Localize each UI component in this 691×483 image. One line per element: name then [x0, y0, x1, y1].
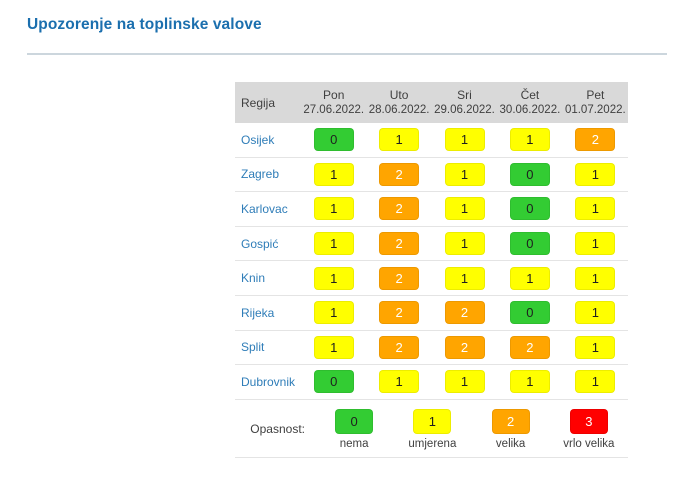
region-column-header: Regija [241, 95, 276, 110]
day-name: Pon [323, 87, 345, 102]
warning-badge: 1 [509, 128, 550, 152]
warning-badge: 1 [313, 232, 354, 256]
warning-badge: 0 [313, 128, 354, 152]
region-link-rijeka[interactable]: Rijeka [241, 305, 275, 320]
warning-badge: 2 [379, 162, 420, 186]
legend-caption: velika [495, 437, 526, 450]
warning-badge: 2 [575, 128, 616, 152]
warning-badge: 2 [379, 232, 420, 256]
warning-badge: 1 [313, 162, 354, 186]
region-link-osijek[interactable]: Osijek [241, 132, 275, 147]
legend-caption: nema [339, 437, 369, 450]
warning-badge: 1 [313, 197, 354, 221]
warning-badge: 1 [444, 162, 485, 186]
table-row-karlovac: Karlovac 1 2 1 0 1 [235, 192, 628, 227]
warning-badge: 2 [444, 335, 485, 359]
title-divider [27, 53, 667, 55]
warning-badge: 1 [575, 197, 616, 221]
legend-item-umjerena: 1 umjerena [393, 408, 471, 451]
warning-badge: 0 [509, 232, 550, 256]
heat-wave-warnings-table: Regija Pon 27.06.2022. Uto 28.06.2022. S… [235, 82, 628, 458]
region-link-karlovac[interactable]: Karlovac [241, 201, 288, 216]
region-link-knin[interactable]: Knin [241, 271, 266, 286]
warning-badge: 1 [444, 128, 485, 152]
day-column-header-thu: Čet 30.06.2022. [497, 82, 562, 123]
legend-item-velika: 2 velika [472, 408, 550, 451]
region-link-split[interactable]: Split [241, 340, 265, 355]
warning-badge: 1 [575, 162, 616, 186]
table-row-osijek: Osijek 0 1 1 1 2 [235, 123, 628, 158]
legend-label: Opasnost: [250, 421, 305, 436]
table-header-row: Regija Pon 27.06.2022. Uto 28.06.2022. S… [235, 82, 628, 123]
warning-badge: 0 [509, 301, 550, 325]
day-column-header-mon: Pon 27.06.2022. [301, 82, 366, 123]
warning-badge: 1 [575, 232, 616, 256]
warning-badge: 1 [575, 370, 616, 394]
warning-badge: 1 [509, 370, 550, 394]
day-name: Pet [586, 87, 605, 102]
warning-badge: 1 [444, 197, 485, 221]
day-date: 30.06.2022. [499, 103, 561, 116]
day-name: Uto [389, 87, 409, 102]
table-row-split: Split 1 2 2 2 1 [235, 331, 628, 366]
table-row-gospic: Gospić 1 2 1 0 1 [235, 227, 628, 262]
warning-badge: 2 [379, 266, 420, 290]
day-column-header-tue: Uto 28.06.2022. [366, 82, 431, 123]
warning-badge: 0 [509, 197, 550, 221]
region-link-gospic[interactable]: Gospić [241, 236, 279, 251]
legend-badge: 3 [569, 408, 608, 434]
region-link-zagreb[interactable]: Zagreb [241, 167, 280, 182]
table-row-knin: Knin 1 2 1 1 1 [235, 261, 628, 296]
danger-legend: Opasnost: 0 nema 1 umjerena 2 velika 3 v… [235, 400, 628, 458]
day-name: Čet [520, 87, 540, 102]
warning-badge: 2 [379, 197, 420, 221]
day-column-header-fri: Pet 01.07.2022. [563, 82, 628, 123]
warning-badge: 1 [575, 335, 616, 359]
legend-badge: 2 [491, 408, 530, 434]
warning-badge: 0 [313, 370, 354, 394]
legend-badge: 1 [413, 408, 452, 434]
day-date: 28.06.2022. [368, 103, 430, 116]
day-date: 01.07.2022. [564, 103, 626, 116]
warning-badge: 1 [379, 128, 420, 152]
page-title: Upozorenje na toplinske valove [27, 16, 262, 33]
warning-badge: 1 [313, 335, 354, 359]
warning-badge: 2 [509, 335, 550, 359]
table-row-zagreb: Zagreb 1 2 1 0 1 [235, 158, 628, 193]
warning-badge: 2 [379, 335, 420, 359]
legend-caption: umjerena [408, 437, 457, 450]
warning-badge: 1 [313, 266, 354, 290]
warning-badge: 2 [379, 301, 420, 325]
day-column-header-wed: Sri 29.06.2022. [432, 82, 497, 123]
legend-caption: vrlo velika [563, 437, 615, 450]
warning-badge: 2 [444, 301, 485, 325]
table-row-dubrovnik: Dubrovnik 0 1 1 1 1 [235, 365, 628, 400]
warning-badge: 1 [444, 232, 485, 256]
day-name: Sri [457, 87, 472, 102]
legend-item-nema: 0 nema [315, 408, 393, 451]
warning-badge: 0 [509, 162, 550, 186]
warning-badge: 1 [509, 266, 550, 290]
warning-badge: 1 [444, 370, 485, 394]
table-row-rijeka: Rijeka 1 2 2 0 1 [235, 296, 628, 331]
warning-badge: 1 [444, 266, 485, 290]
day-date: 29.06.2022. [434, 103, 495, 116]
day-date: 27.06.2022. [303, 103, 365, 116]
region-link-dubrovnik[interactable]: Dubrovnik [241, 374, 296, 389]
legend-badge: 0 [335, 408, 374, 434]
warning-badge: 1 [575, 266, 616, 290]
warning-badge: 1 [379, 370, 420, 394]
warning-badge: 1 [313, 301, 354, 325]
warning-badge: 1 [575, 301, 616, 325]
legend-item-vrlo-velika: 3 vrlo velika [550, 408, 628, 451]
